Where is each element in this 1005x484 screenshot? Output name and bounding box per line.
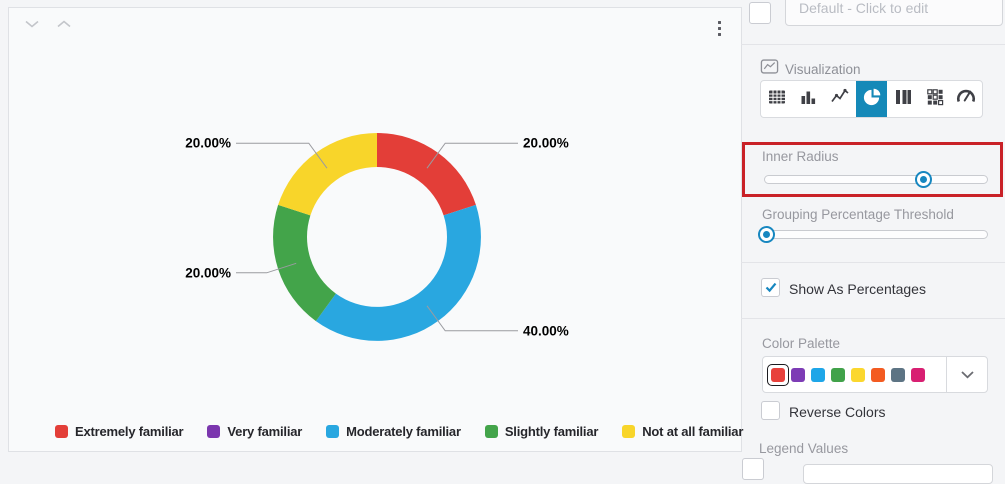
palette-swatch-8[interactable] (911, 367, 925, 382)
donut-slice[interactable] (315, 204, 481, 341)
viz-type-gauge-button[interactable] (950, 81, 982, 117)
visualization-label: Visualization (785, 61, 861, 77)
palette-swatch-3[interactable] (811, 367, 825, 382)
color-palette-box (762, 356, 947, 393)
legend-swatch-icon (484, 425, 498, 438)
report-builder-screen: { "colors": { "accent_blue": "#1589b8", … (8, 0, 1005, 484)
reverse-colors-checkbox[interactable] (761, 401, 780, 420)
donut-slice[interactable] (278, 133, 377, 216)
palette-swatch-6[interactable] (871, 367, 885, 382)
title-enable-checkbox[interactable] (749, 2, 771, 24)
matrix-icon (925, 87, 945, 112)
legend-item-label: Extremely familiar (75, 424, 184, 439)
visualization-icon (760, 57, 779, 81)
palette-swatch-5[interactable] (851, 367, 865, 382)
element-title-input[interactable] (785, 0, 1003, 26)
pie-chart-icon (862, 87, 882, 112)
inner-radius-slider-thumb[interactable] (914, 171, 932, 188)
legend-swatch-icon (55, 425, 68, 438)
slice-percent-label: 20.00% (185, 265, 231, 280)
grouping-threshold-slider-thumb[interactable] (757, 226, 775, 243)
legend-values-label: Legend Values (759, 441, 849, 456)
legend-item[interactable]: Moderately familiar (326, 424, 461, 439)
donut-slice[interactable] (377, 133, 476, 216)
line-chart-icon (830, 87, 850, 112)
visualization-header: Visualization (760, 57, 861, 81)
stacked-bar-icon (893, 87, 913, 112)
legend-swatch-icon (207, 425, 221, 438)
viz-type-stacked-bar-button[interactable] (887, 81, 919, 117)
slice-percent-label: 40.00% (523, 323, 569, 338)
slice-percent-label: 20.00% (523, 136, 569, 151)
gauge-icon (956, 87, 976, 112)
show-as-percentages-checkbox[interactable] (761, 278, 780, 297)
viz-type-line-chart-button[interactable] (824, 81, 856, 117)
reverse-colors-label: Reverse Colors (789, 404, 886, 420)
divider (741, 262, 1005, 263)
legend-item[interactable]: Very familiar (207, 424, 302, 439)
viz-type-bar-chart-button[interactable] (793, 81, 825, 117)
legend-values-input[interactable] (803, 464, 993, 484)
chart-panel: 20.00% 40.00% 20.00% 20.00% Extremely famil… (8, 7, 743, 452)
bar-chart-icon (798, 87, 818, 112)
palette-dropdown-button[interactable] (946, 356, 988, 393)
chart-legend: Extremely familiar Very familiar Moderat… (55, 424, 743, 439)
palette-swatch-7[interactable] (891, 367, 905, 382)
visualization-type-toolbar (760, 80, 983, 118)
table-icon (767, 87, 787, 112)
viz-type-pie-chart-button[interactable] (855, 81, 888, 117)
move-up-chevron-icon[interactable] (57, 20, 71, 28)
viz-type-matrix-button[interactable] (919, 81, 951, 117)
grouping-threshold-slider[interactable] (764, 230, 988, 239)
collapse-chevron-down-icon[interactable] (25, 20, 39, 28)
inner-radius-slider[interactable] (764, 175, 988, 184)
label-connector (426, 142, 518, 169)
color-palette-label: Color Palette (762, 336, 841, 351)
legend-values-checkbox[interactable] (742, 458, 764, 480)
label-connector (426, 305, 518, 332)
grouping-threshold-label: Grouping Percentage Threshold (762, 207, 954, 222)
panel-menu-kebab-icon[interactable] (716, 19, 723, 38)
palette-swatch-4[interactable] (831, 367, 845, 382)
label-connector (236, 262, 297, 274)
show-as-percentages-label: Show As Percentages (789, 281, 926, 297)
viz-type-table-button[interactable] (761, 81, 793, 117)
legend-item-label: Moderately familiar (346, 424, 461, 439)
legend-swatch-icon (326, 425, 340, 438)
donut-chart: 20.00% 40.00% 20.00% 20.00% (185, 133, 569, 341)
inner-radius-label: Inner Radius (762, 149, 839, 164)
slice-percent-label: 20.00% (185, 136, 231, 151)
legend-item-label: Not at all familiar (642, 424, 744, 439)
legend-swatch-icon (622, 425, 636, 438)
legend-item-label: Slightly familiar (504, 424, 599, 439)
palette-swatch-1[interactable] (767, 363, 789, 386)
legend-item-label: Very familiar (227, 424, 303, 439)
legend-item[interactable]: Not at all familiar (622, 424, 743, 439)
label-connector (236, 142, 328, 169)
divider (741, 318, 1005, 319)
legend-item[interactable]: Slightly familiar (484, 424, 599, 439)
donut-slice[interactable] (273, 204, 336, 322)
legend-item[interactable]: Extremely familiar (55, 424, 184, 439)
palette-swatch-2[interactable] (791, 367, 805, 382)
divider (741, 44, 1005, 45)
